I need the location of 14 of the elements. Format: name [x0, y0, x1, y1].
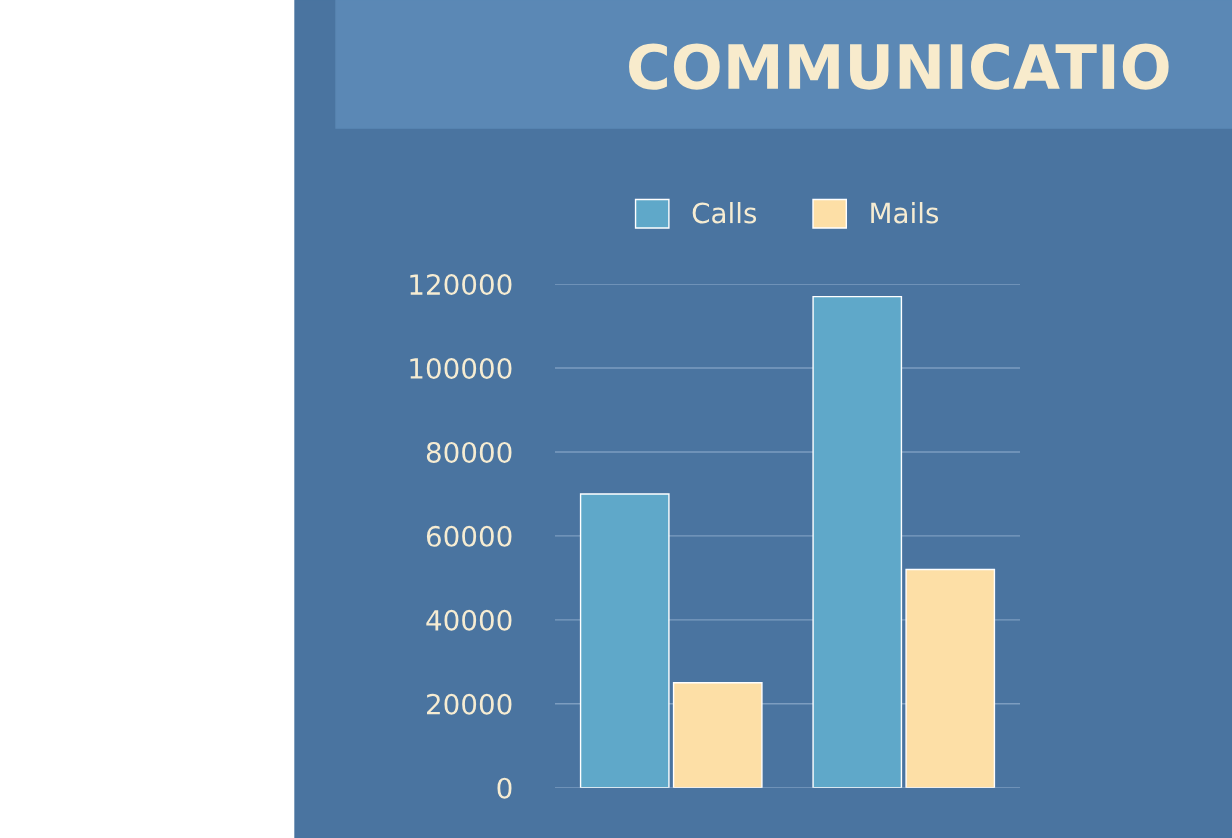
y-tick-label: 20000 [427, 693, 512, 715]
y-tick-label: 40000 [426, 609, 512, 631]
y-tick-label: 0 [497, 777, 512, 799]
legend-label: Calls [692, 201, 757, 224]
bar [905, 568, 996, 788]
bar [672, 682, 763, 788]
y-tick-label: 80000 [426, 441, 512, 463]
y-tick-label: 100000 [410, 357, 512, 379]
bar [812, 295, 903, 788]
y-tick-label: 120000 [410, 274, 512, 296]
chart-title: COMMUNICATIO [629, 43, 1169, 90]
legend-label: Mails [871, 201, 939, 224]
y-tick-label: 60000 [426, 525, 512, 547]
bar [579, 493, 670, 788]
